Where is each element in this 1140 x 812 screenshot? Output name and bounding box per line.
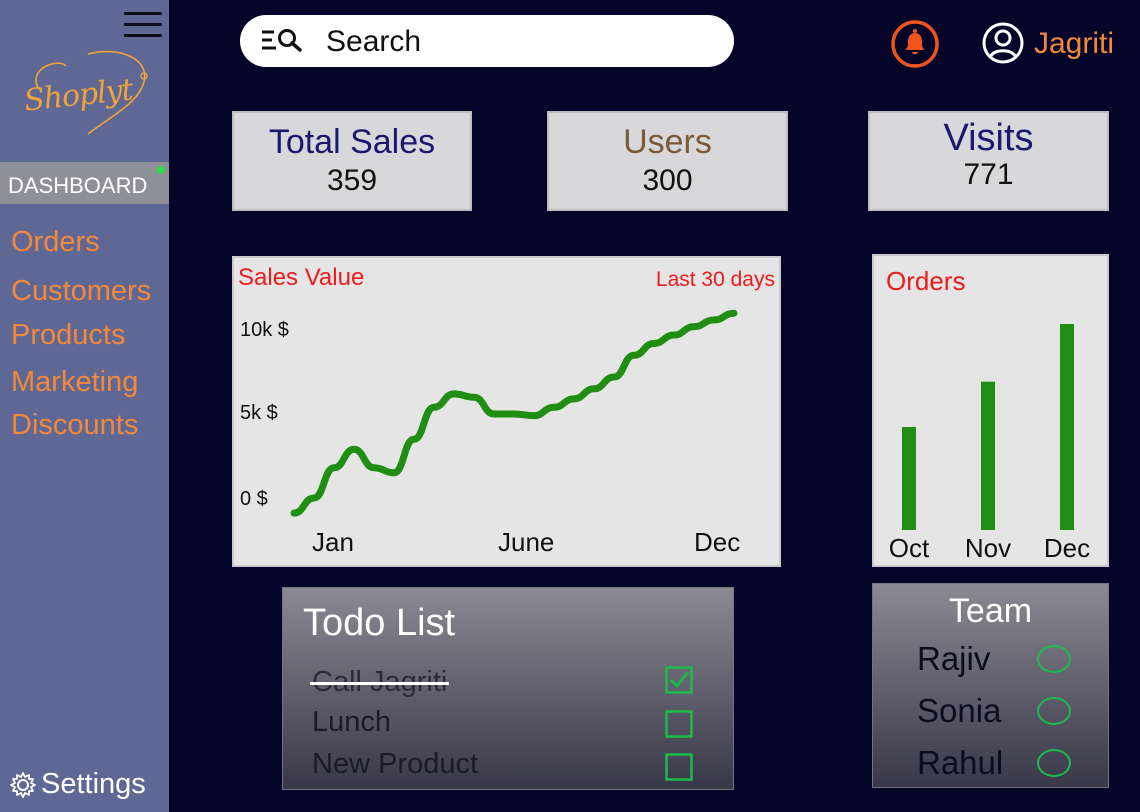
- search-text: Search: [326, 25, 422, 58]
- bar-dec: [1060, 324, 1074, 530]
- sidebar-item-products[interactable]: Products: [11, 319, 126, 351]
- stat-card-users: Users 300: [547, 111, 788, 211]
- search-input[interactable]: Search: [240, 15, 734, 67]
- stat-card-visits: Visits 771: [868, 111, 1109, 211]
- x-tick-label: Jan: [312, 527, 354, 557]
- bell-icon: [891, 20, 939, 68]
- strikethrough: [310, 682, 450, 685]
- todo-title: Todo List: [303, 602, 456, 644]
- stat-title: Visits: [943, 117, 1034, 159]
- user-name: Jagriti: [1034, 27, 1115, 60]
- stat-value: 359: [326, 164, 378, 197]
- chart-title: Sales Value: [238, 264, 365, 291]
- orders-bar-chart: Oct Nov Dec: [889, 324, 1090, 563]
- sidebar-item-label: DASHBOARD: [8, 173, 148, 198]
- todo-item: Lunch: [312, 706, 392, 738]
- checkbox[interactable]: [665, 710, 693, 738]
- notification-button[interactable]: [890, 20, 940, 68]
- todo-item: Call Jagriti: [310, 666, 450, 699]
- status-circle-icon: [1037, 749, 1071, 777]
- x-tick-label: Oct: [889, 533, 930, 563]
- bar-nov: [981, 381, 995, 530]
- chart-title: Orders: [886, 266, 966, 296]
- gear-icon: [10, 771, 36, 798]
- status-circle-icon: [1037, 697, 1071, 725]
- bar-oct: [902, 427, 916, 530]
- sales-series-line: [290, 309, 738, 517]
- orders-chart-panel: Orders Oct Nov Dec: [872, 254, 1109, 567]
- menu-icon[interactable]: [124, 12, 162, 40]
- stat-title: Total Sales: [268, 123, 436, 161]
- status-circle-icon: [1037, 645, 1071, 673]
- logo: Shoplyt: [18, 48, 154, 140]
- x-tick-label: Nov: [965, 533, 1011, 563]
- settings-button[interactable]: Settings: [8, 768, 146, 801]
- sidebar-item-discounts[interactable]: Discounts: [11, 409, 139, 441]
- x-tick-label: Dec: [1044, 533, 1090, 563]
- team-member: Rahul: [917, 744, 1004, 781]
- sidebar-item-customers[interactable]: Customers: [11, 275, 152, 307]
- sales-line-chart: 10k $ 5k $ 0 $ Jan June Dec: [240, 309, 740, 557]
- checkbox[interactable]: [665, 753, 693, 781]
- stat-title: Users: [623, 123, 712, 161]
- team-panel: Team Rajiv Sonia Rahul: [872, 583, 1109, 788]
- stat-card-total-sales: Total Sales 359: [232, 111, 472, 211]
- active-indicator: [157, 166, 165, 174]
- sales-chart-panel: Sales Value Last 30 days 10k $ 5k $ 0 $ …: [232, 256, 781, 567]
- sidebar-item-marketing[interactable]: Marketing: [11, 366, 139, 398]
- stat-value: 300: [642, 164, 693, 197]
- team-title: Team: [948, 592, 1033, 630]
- stat-value: 771: [963, 158, 1014, 191]
- y-tick-label: 0 $: [240, 488, 268, 510]
- sidebar: Shoplyt DASHBOARD Orders Customers Produ…: [0, 0, 169, 812]
- y-tick-label: 10k $: [240, 319, 289, 341]
- sidebar-item-dashboard[interactable]: DASHBOARD: [0, 162, 169, 204]
- team-member: Rajiv: [917, 640, 991, 677]
- search-icon: [262, 29, 302, 52]
- todo-list-panel: Todo List Call Jagriti Lunch New Product: [282, 587, 734, 790]
- todo-item: New Product: [312, 748, 479, 780]
- y-tick-label: 5k $: [240, 402, 278, 424]
- user-menu[interactable]: Jagriti: [980, 20, 1130, 68]
- chart-subtitle: Last 30 days: [655, 268, 775, 291]
- user-avatar-icon: [982, 22, 1024, 64]
- sidebar-item-orders[interactable]: Orders: [11, 226, 100, 258]
- x-tick-label: Dec: [694, 527, 740, 557]
- x-tick-label: June: [498, 527, 554, 557]
- team-member: Sonia: [917, 692, 1002, 729]
- checkbox-checked[interactable]: [665, 666, 693, 694]
- settings-label: Settings: [41, 768, 146, 800]
